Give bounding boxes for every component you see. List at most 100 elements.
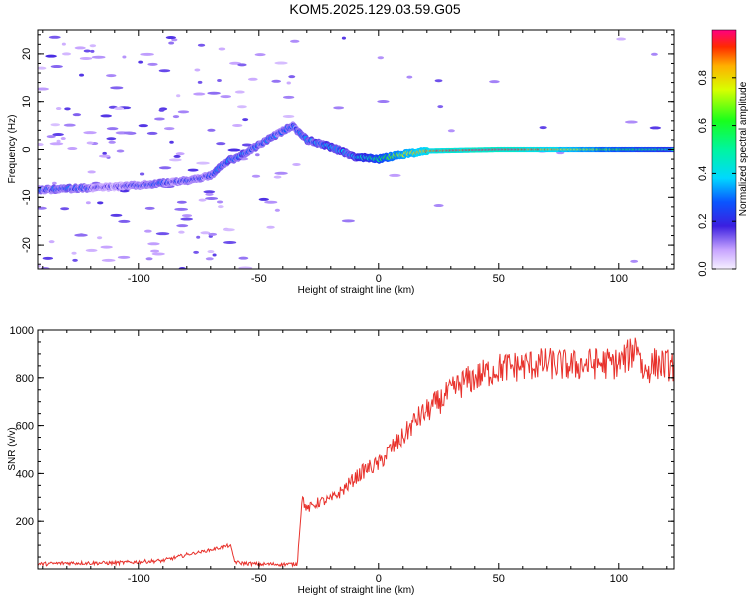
spectrogram-noise-blob: [86, 141, 94, 145]
snr-y-tick-label: 600: [16, 421, 34, 433]
spectrogram-noise-blob: [236, 105, 247, 109]
spectrogram-noise-blob: [187, 168, 199, 172]
spectrogram-noise-blob: [90, 49, 95, 53]
snr-x-tick-label: 100: [610, 573, 628, 585]
colorbar-gradient: [711, 29, 737, 270]
spectrogram-noise-blob: [180, 217, 194, 221]
spectrogram-noise-blob: [282, 114, 295, 118]
snr-y-tick-label: 200: [16, 516, 34, 528]
spectrogram-noise-blob: [158, 108, 165, 112]
spectrogram-noise-blob: [251, 174, 261, 178]
spectrogram-noise-blob: [106, 74, 117, 78]
spectrogram-noise-blob: [377, 100, 390, 104]
spectrogram-noise-blob: [147, 242, 160, 246]
spectrogram-y-tick-label: -20: [21, 237, 33, 253]
spectrogram-noise-blob: [150, 249, 160, 253]
snr-y-tick-label: 400: [16, 468, 34, 480]
snr-x-tick-label: 0: [376, 573, 382, 585]
spectrogram-noise-blob: [237, 63, 247, 67]
colorbar-label: Normalized spectral amplitude: [738, 81, 749, 216]
spectrogram-noise-blob: [48, 35, 61, 39]
spectrogram-noise-blob: [274, 171, 288, 175]
spectrogram-noise-blob: [207, 128, 216, 132]
spectrogram-noise-blob: [389, 173, 401, 177]
spectrogram-noise-blob: [38, 66, 47, 70]
snr-series-line: [38, 337, 674, 568]
spectrogram-noise-blob: [154, 117, 165, 121]
spectrogram-noise-blob: [146, 131, 158, 135]
spectrogram-noise-blob: [110, 213, 123, 217]
spectrogram-noise-blob: [48, 240, 55, 244]
spectrogram-noise-blob: [203, 190, 216, 194]
spectrogram-noise-blob: [116, 149, 125, 153]
spectrogram-noise-blob: [178, 230, 185, 234]
spectrogram-noise-blob: [169, 158, 182, 162]
spectrogram-noise-blob: [247, 77, 258, 81]
spectrogram-noise-blob: [139, 172, 145, 176]
colorbar: 0.0 0.2 0.4 0.6 0.8 Normalized spectral ampl…: [697, 29, 749, 277]
spectrogram-noise-blob: [151, 252, 165, 256]
spectrogram-noise-blob: [155, 232, 170, 236]
spectrogram-noise-blob: [205, 196, 219, 200]
spectrogram-noise-blob: [624, 120, 638, 124]
spectrogram-noise-blob: [242, 118, 249, 122]
spectrogram-noise-blob: [67, 147, 78, 151]
spectrogram-marks: [38, 35, 674, 269]
spectrogram-noise-blob: [38, 143, 44, 147]
spectrogram-noise-blob: [72, 113, 82, 117]
spectrogram-noise-blob: [223, 228, 235, 232]
spectrogram-noise-blob: [106, 137, 117, 141]
spectrogram-noise-blob: [158, 69, 171, 73]
spectrogram-noise-blob: [143, 229, 152, 233]
spectrogram-noise-blob: [64, 107, 71, 111]
spectrogram-noise-blob: [38, 206, 47, 210]
snr-panel: -100 -50 0 50 100 200 400 600 800 1000 Height of…: [7, 325, 675, 596]
spectrogram-noise-blob: [181, 214, 193, 218]
spectrogram-noise-blob: [38, 264, 41, 268]
spectrogram-noise-blob: [63, 123, 76, 127]
spectrogram-noise-blob: [286, 81, 291, 85]
spectrogram-noise-blob: [333, 106, 345, 110]
spectrogram-noise-blob: [89, 44, 97, 48]
spectrogram-noise-blob: [61, 42, 66, 46]
spectrogram-noise-blob: [208, 232, 218, 236]
spectrogram-noise-blob: [406, 75, 413, 79]
spectrogram-noise-blob: [196, 235, 201, 239]
colorbar-ticks: 0.0 0.2 0.4 0.6 0.8: [697, 70, 736, 277]
spectrogram-noise-blob: [100, 245, 113, 249]
spectrogram-noise-blob: [96, 236, 103, 240]
snr-x-tick-label: 50: [493, 573, 505, 585]
spectrogram-noise-blob: [50, 123, 61, 127]
spectrogram-noise-blob: [193, 250, 199, 254]
spectrogram-noise-blob: [274, 61, 288, 65]
spectrogram-noise-blob: [273, 175, 282, 179]
spectrogram-y-tick-label: 20: [21, 48, 33, 60]
spectrogram-noise-blob: [163, 127, 175, 131]
spectrogram-noise-blob: [79, 73, 85, 77]
spectrogram-noise-blob: [288, 75, 296, 79]
spectrogram-noise-blob: [175, 152, 185, 156]
spectrogram-y-ticks: -20 -10 0 10 20: [21, 34, 674, 265]
spectrogram-noise-blob: [117, 255, 131, 259]
spectrogram-noise-blob: [87, 170, 96, 174]
spectrogram-noise-blob: [118, 219, 131, 223]
spectrogram-noise-blob: [216, 200, 224, 204]
spectrogram-noise-blob: [205, 192, 214, 196]
spectrogram-noise-blob: [197, 43, 206, 47]
spectrogram-noise-blob: [290, 39, 300, 43]
spectrogram-x-ticks: -100 -50 0 50 100: [42, 30, 668, 285]
spectrogram-noise-blob: [177, 110, 190, 114]
spectrogram-noise-blob: [158, 166, 172, 170]
spectrogram-noise-blob: [227, 148, 241, 152]
spectrogram-noise-blob: [79, 56, 93, 60]
spectrogram-noise-blob: [292, 162, 301, 166]
spectrogram-noise-blob: [60, 207, 70, 211]
spectrogram-noise-blob: [266, 225, 275, 229]
spectrogram-noise-blob: [271, 79, 282, 83]
spectrogram-noise-blob: [434, 79, 443, 83]
colorbar-tick-label: 0.6: [697, 118, 709, 133]
spectrogram-noise-blob: [264, 200, 278, 204]
spectrogram-noise-blob: [218, 205, 224, 209]
